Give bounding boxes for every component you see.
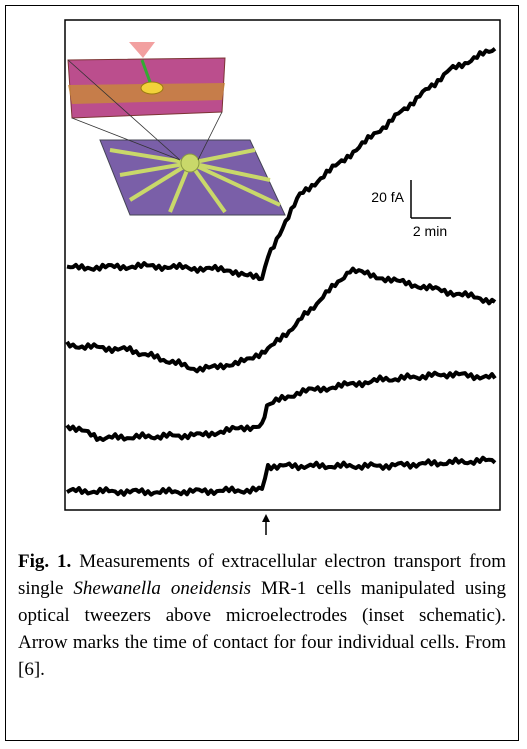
scale-current: 20 fA	[371, 189, 404, 205]
trace	[66, 47, 497, 282]
trace	[65, 266, 497, 374]
inset-schematic	[67, 42, 286, 216]
caption: Fig. 1. Measurements of extracellular el…	[18, 548, 506, 683]
figure-frame	[5, 5, 519, 741]
caption-label: Fig. 1.	[18, 551, 72, 572]
caption-species: Shewanella oneidensis	[73, 578, 252, 599]
trace	[65, 370, 497, 442]
scale-bar: 20 fA 2 min	[371, 180, 451, 239]
traces	[65, 47, 497, 497]
contact-arrow	[262, 514, 270, 535]
caption-text: Measurements of extracellular electron t…	[18, 551, 507, 599]
scale-time: 2 min	[413, 223, 447, 239]
trace	[65, 455, 497, 497]
caption-text: MR-1 cells manipulated using optical twe…	[18, 578, 507, 680]
plot-frame	[64, 19, 501, 511]
